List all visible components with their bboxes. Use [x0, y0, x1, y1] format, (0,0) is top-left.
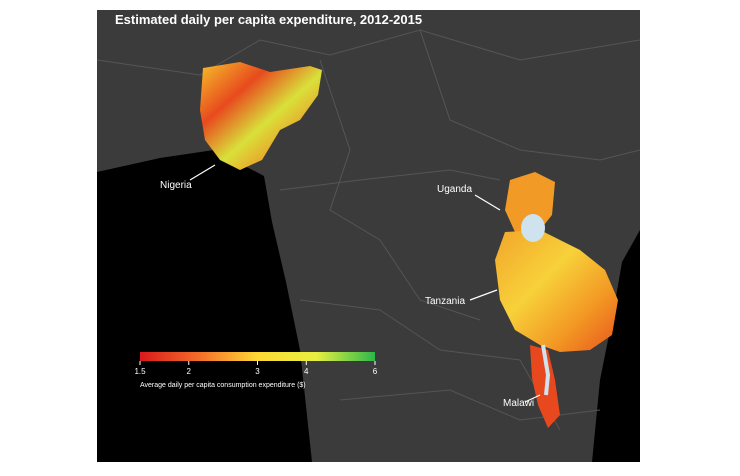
nigeria-map — [200, 62, 322, 170]
lake-malawi — [541, 344, 551, 396]
legend-caption: Average daily per capita consumption exp… — [140, 382, 306, 389]
country-label: Tanzania — [425, 296, 465, 307]
leader-lines — [189, 164, 541, 403]
tick-label: 6 — [373, 367, 378, 376]
tick-label: 1.5 — [134, 367, 146, 376]
lake-victoria — [521, 214, 545, 242]
country-label: Uganda — [437, 184, 472, 195]
tanzania-map — [495, 230, 618, 352]
tick-label: 4 — [304, 367, 309, 376]
country-label: Nigeria — [160, 180, 192, 191]
uganda-map — [505, 172, 555, 232]
colorbar — [140, 352, 375, 361]
title: Estimated daily per capita expenditure, … — [115, 12, 422, 27]
tick-label: 3 — [255, 367, 260, 376]
country-label: Malawi — [503, 398, 534, 409]
tick-label: 2 — [187, 367, 192, 376]
colorbar-ticks: 1.5 2 3 4 6 — [134, 361, 378, 376]
